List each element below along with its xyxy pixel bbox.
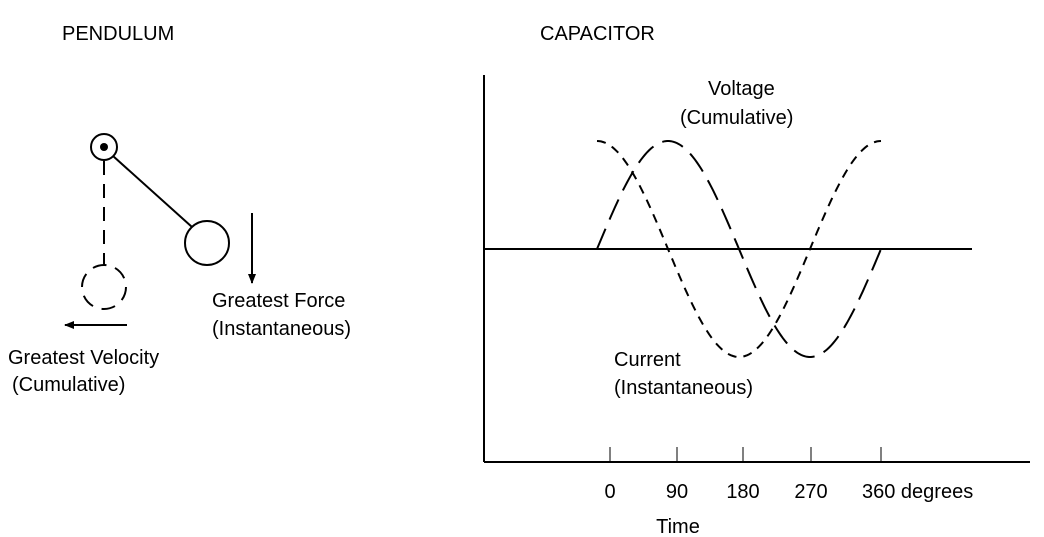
x-tick-label: 180 xyxy=(726,481,759,503)
voltage-curve xyxy=(596,140,882,358)
current-label: (Instantaneous) xyxy=(614,377,753,399)
capacitor-title: CAPACITOR xyxy=(540,23,655,45)
pendulum-bob xyxy=(184,220,230,266)
pivot xyxy=(90,133,118,161)
force-label: (Instantaneous) xyxy=(212,318,351,340)
x-tick-label: 0 xyxy=(604,481,615,503)
pendulum-title: PENDULUM xyxy=(62,23,174,45)
voltage-label: (Cumulative) xyxy=(680,107,793,129)
x-axis-label: Time xyxy=(656,516,700,537)
force-label: Greatest Force xyxy=(212,290,345,312)
current-label: Current xyxy=(614,349,681,371)
pendulum-rod xyxy=(112,155,193,228)
rest-bob xyxy=(81,264,127,310)
velocity-label: Greatest Velocity xyxy=(8,347,159,369)
x-tick-label: 270 xyxy=(794,481,827,503)
voltage-label: Voltage xyxy=(708,78,775,100)
velocity-label: (Cumulative) xyxy=(12,374,125,396)
pivot-dot xyxy=(100,143,108,151)
x-tick-label: 90 xyxy=(666,481,688,503)
x-tick-label: 360 degrees xyxy=(862,481,973,503)
